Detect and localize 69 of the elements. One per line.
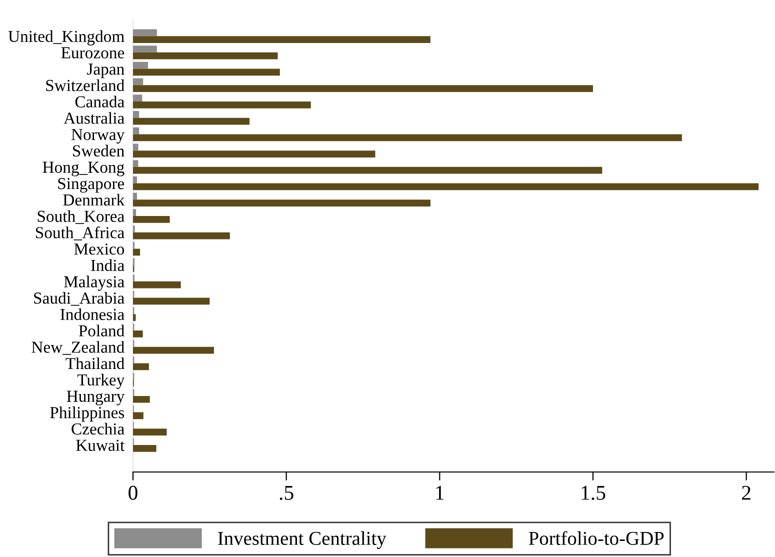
bar (132, 346, 214, 354)
bar (132, 46, 157, 52)
bar (132, 160, 138, 167)
bar (132, 78, 144, 86)
bar (132, 176, 137, 184)
y-tick-label: India (91, 259, 124, 272)
y-tick-label: Eurozone (61, 47, 124, 58)
bar (132, 396, 150, 403)
bar (132, 281, 181, 288)
y-tick-label: Denmark (63, 194, 125, 206)
y-tick-label: Australia (64, 112, 124, 124)
y-tick-label: Japan (87, 64, 124, 78)
y-tick-label: Kuwait (76, 440, 125, 451)
y-tick-label: Malaysia (64, 276, 124, 291)
legend-label: Investment Centrality (218, 531, 386, 549)
y-tick-label: Sweden (73, 144, 124, 157)
bar (132, 248, 140, 256)
bar (132, 192, 137, 200)
x-tick-label: 1 (436, 486, 444, 500)
y-tick-label: Saudi_Arabia (34, 292, 124, 306)
bar (132, 298, 210, 305)
y-tick-label: Poland (78, 324, 124, 336)
bar (132, 94, 142, 102)
y-tick-label: United_Kingdom (8, 30, 124, 46)
y-tick-label: Turkey (77, 374, 125, 389)
x-tick-label: 1.5 (582, 486, 606, 500)
y-tick-label: Norway (71, 129, 125, 144)
bar (132, 85, 593, 92)
bar (132, 200, 430, 207)
y-tick-label: Mexico (74, 243, 124, 255)
bar (132, 134, 682, 142)
bar (132, 110, 140, 118)
bar (132, 428, 167, 436)
bar (132, 144, 138, 151)
y-tick-label: Switzerland (46, 79, 124, 92)
bar (132, 232, 230, 240)
bar (132, 150, 376, 158)
x-tick-label: .5 (280, 486, 294, 500)
bar (132, 330, 143, 338)
bar (132, 68, 280, 76)
bar (132, 314, 136, 322)
y-tick-label: Indonesia (60, 308, 124, 320)
y-tick-label: Hong_Kong (42, 162, 124, 176)
bar (132, 118, 250, 125)
y-tick-label: South_Africa (36, 226, 124, 240)
bar (132, 62, 148, 69)
y-tick-label: Hungary (66, 390, 125, 406)
bar (132, 36, 430, 43)
bar (132, 29, 157, 36)
bar (132, 216, 170, 223)
y-tick-label: Thailand (66, 357, 124, 370)
bar (132, 127, 140, 134)
y-tick-label: New_Zealand (32, 341, 124, 355)
bar (132, 445, 156, 452)
bar (132, 209, 136, 216)
bar (132, 102, 311, 108)
bar (132, 363, 149, 370)
y-tick-label: South_Korea (38, 210, 124, 224)
bar (132, 166, 602, 174)
y-tick-label: Singapore (58, 178, 124, 193)
y-tick-label: Canada (75, 96, 124, 108)
x-tick-label: 2 (742, 486, 750, 500)
bar (132, 52, 278, 60)
x-tick-label: 0 (128, 486, 138, 500)
y-tick-label: Czechia (72, 422, 124, 435)
bar (132, 412, 144, 420)
legend-label: Portfolio-to-GDP (528, 531, 664, 545)
y-tick-label: Philippines (50, 406, 124, 422)
bar (132, 183, 759, 190)
